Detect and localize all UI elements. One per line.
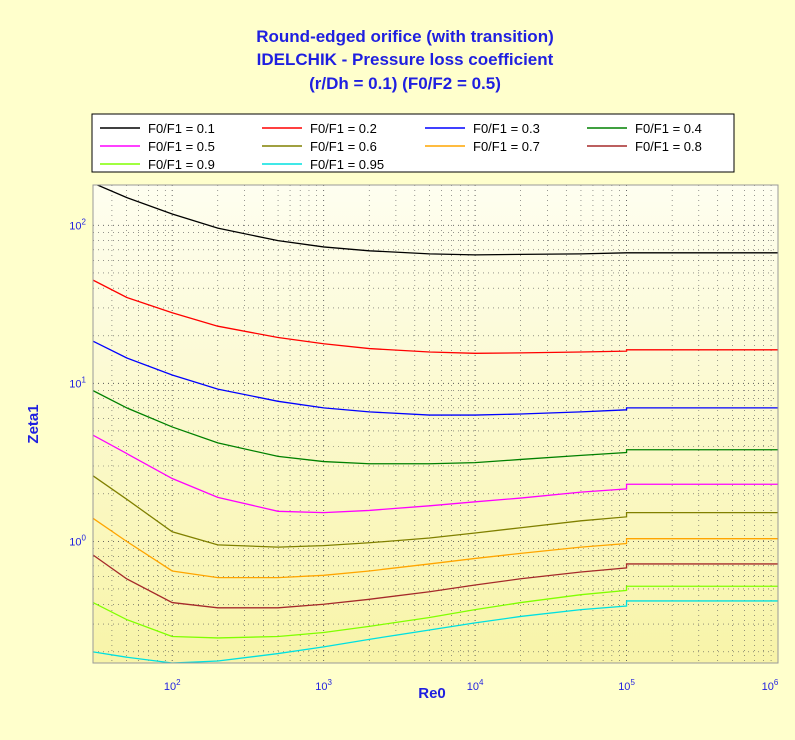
legend-label: F0/F1 = 0.8 (635, 139, 702, 154)
legend-item-3: F0/F1 = 0.3 (425, 121, 540, 136)
chart-title-line-2: IDELCHIK - Pressure loss coefficient (257, 50, 554, 69)
y-axis-title: Zeta1 (25, 404, 42, 443)
legend-item-8: F0/F1 = 0.8 (587, 139, 702, 154)
legend-item-6: F0/F1 = 0.6 (262, 139, 377, 154)
chart-title-line-3: (r/Dh = 0.1) (F0/F2 = 0.5) (309, 74, 501, 93)
series-line-2 (93, 279, 778, 354)
series-line-7 (93, 517, 778, 579)
x-tick-label: 103 (315, 678, 332, 693)
plot-area (93, 185, 778, 663)
x-axis: 102 103 104 105 106 (164, 678, 779, 693)
legend-box (91, 113, 735, 173)
x-tick-label: 104 (467, 678, 484, 693)
x-tick-label: 102 (164, 678, 181, 693)
x-axis-title: Re0 (418, 685, 446, 702)
legend-item-2: F0/F1 = 0.2 (262, 121, 377, 136)
legend-label: F0/F1 = 0.6 (310, 139, 377, 154)
chart-title-line-1: Round-edged orifice (with transition) (256, 27, 553, 46)
legend-label: F0/F1 = 0.5 (148, 139, 215, 154)
legend: F0/F1 = 0.1 F0/F1 = 0.2 F0/F1 = 0.3 F0/F1 =… (91, 113, 735, 173)
legend-item-4: F0/F1 = 0.4 (587, 121, 702, 136)
legend-item-5: F0/F1 = 0.5 (100, 139, 215, 154)
legend-label: F0/F1 = 0.9 (148, 157, 215, 172)
chart-title: Round-edged orifice (with transition) ID… (256, 27, 553, 93)
legend-label: F0/F1 = 0.4 (635, 121, 702, 136)
series-line-1 (95, 185, 778, 256)
series-line-6 (93, 475, 778, 548)
series-line-9 (93, 585, 778, 639)
legend-label: F0/F1 = 0.1 (148, 121, 215, 136)
x-tick-label: 106 (762, 678, 779, 693)
legend-label: F0/F1 = 0.7 (473, 139, 540, 154)
y-axis: 100 101 102 (69, 217, 86, 548)
y-tick-label: 102 (69, 217, 86, 232)
legend-item-9: F0/F1 = 0.9 (100, 157, 215, 172)
y-tick-label: 101 (69, 375, 86, 390)
series-line-5 (93, 434, 778, 514)
legend-item-10: F0/F1 = 0.95 (262, 157, 384, 172)
plot-frame (92, 184, 779, 664)
legend-item-7: F0/F1 = 0.7 (425, 139, 540, 154)
legend-label: F0/F1 = 0.3 (473, 121, 540, 136)
legend-label: F0/F1 = 0.2 (310, 121, 377, 136)
legend-item-1: F0/F1 = 0.1 (100, 121, 215, 136)
x-tick-label: 105 (618, 678, 635, 693)
series-line-3 (93, 340, 778, 416)
series-line-4 (93, 390, 778, 465)
series-group (93, 185, 778, 663)
series-line-8 (93, 554, 778, 609)
y-tick-label: 100 (69, 533, 86, 548)
series-line-10 (93, 600, 778, 663)
legend-label: F0/F1 = 0.95 (310, 157, 384, 172)
